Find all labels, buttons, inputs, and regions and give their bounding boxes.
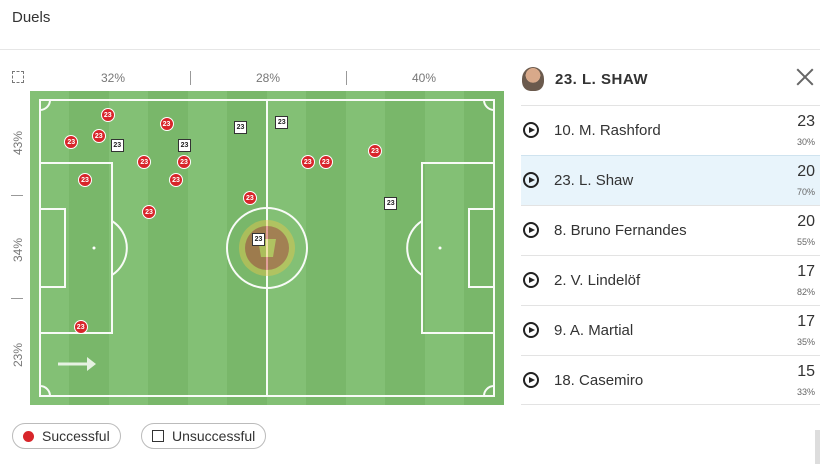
player-row[interactable]: 2. V. Lindelöf 17 82% xyxy=(521,255,820,305)
player-row-value: 23 xyxy=(797,113,815,130)
successful-duel-marker[interactable]: 23 xyxy=(168,172,183,187)
panel-title: Duels xyxy=(12,9,51,26)
player-row-value: 15 xyxy=(797,363,815,380)
grass-stripe xyxy=(346,91,385,405)
expand-icon[interactable] xyxy=(12,71,24,83)
successful-duel-marker[interactable]: 23 xyxy=(91,128,106,143)
player-avatar-icon xyxy=(522,67,544,91)
row-percent-top: 43% xyxy=(11,130,25,155)
unsuccessful-duel-marker[interactable]: 23 xyxy=(233,121,247,135)
row-tick xyxy=(11,195,23,196)
player-row-name: 9. A. Martial xyxy=(554,322,634,339)
pitch-lines xyxy=(39,99,495,397)
successful-duel-marker[interactable]: 23 xyxy=(242,191,257,206)
column-percent-middle: 28% xyxy=(255,71,281,85)
legend-unsuccessful-label: Unsuccessful xyxy=(172,428,256,444)
grass-stripe xyxy=(267,91,306,405)
player-row-percent: 33% xyxy=(796,387,815,397)
player-row-name: 18. Casemiro xyxy=(554,372,644,389)
unsuccessful-duel-marker[interactable]: 23 xyxy=(251,232,265,246)
player-row-value: 17 xyxy=(797,313,815,330)
successful-duel-marker[interactable]: 23 xyxy=(100,107,115,122)
successful-duel-marker[interactable]: 23 xyxy=(137,154,152,169)
attack-direction-arrow-icon xyxy=(58,357,96,371)
player-row-value: 20 xyxy=(797,213,815,230)
player-row[interactable]: 9. A. Martial 17 35% xyxy=(521,305,820,355)
play-icon[interactable] xyxy=(523,122,539,138)
row-percent-middle: 34% xyxy=(11,237,25,262)
player-header: 23. L. SHAW xyxy=(521,62,820,106)
player-row[interactable]: 8. Bruno Fernandes 20 55% xyxy=(521,205,820,255)
grass-stripe xyxy=(30,91,69,405)
successful-duel-marker[interactable]: 23 xyxy=(318,154,333,169)
legend-successful-label: Successful xyxy=(42,428,110,444)
successful-duel-marker[interactable]: 23 xyxy=(77,172,92,187)
player-row-percent: 35% xyxy=(796,337,815,347)
column-tick xyxy=(346,71,347,85)
legend-successful-toggle[interactable]: Successful xyxy=(12,423,121,449)
player-row-selected[interactable]: 23. L. Shaw 20 70% xyxy=(521,155,820,205)
unsuccessful-duel-marker[interactable]: 23 xyxy=(178,139,192,152)
player-row-value: 20 xyxy=(797,163,815,180)
successful-duel-marker[interactable]: 23 xyxy=(73,320,88,335)
play-icon[interactable] xyxy=(523,322,539,338)
player-row[interactable]: 10. M. Rashford 23 30% xyxy=(521,105,820,155)
player-row-value: 17 xyxy=(797,263,815,280)
club-crest-icon xyxy=(239,220,295,276)
player-row-percent: 55% xyxy=(796,237,815,247)
player-row-percent: 30% xyxy=(796,137,815,147)
successful-dot-icon xyxy=(23,430,34,442)
player-row-percent: 82% xyxy=(796,287,815,297)
unsuccessful-duel-marker[interactable]: 23 xyxy=(275,116,289,130)
player-list: 10. M. Rashford 23 30% 23. L. Shaw 20 70… xyxy=(521,105,820,405)
column-percent-right: 40% xyxy=(411,71,437,85)
player-row-name: 23. L. Shaw xyxy=(554,172,634,189)
play-icon[interactable] xyxy=(523,172,539,188)
column-percent-left: 32% xyxy=(100,71,126,85)
play-icon[interactable] xyxy=(523,222,539,238)
successful-duel-marker[interactable]: 23 xyxy=(159,116,174,131)
player-row-name: 2. V. Lindelöf xyxy=(554,272,641,289)
player-row-name: 10. M. Rashford xyxy=(554,122,661,139)
column-tick xyxy=(190,71,191,85)
player-name: 23. L. SHAW xyxy=(555,71,649,88)
unsuccessful-duel-marker[interactable]: 23 xyxy=(384,197,398,211)
player-row-percent: 70% xyxy=(796,187,815,197)
divider xyxy=(0,49,820,50)
player-row[interactable]: 18. Casemiro 15 33% xyxy=(521,355,820,405)
successful-duel-marker[interactable]: 23 xyxy=(368,143,383,158)
close-icon[interactable] xyxy=(794,66,816,88)
play-icon[interactable] xyxy=(523,372,539,388)
successful-duel-marker[interactable]: 23 xyxy=(300,154,315,169)
unsuccessful-square-icon xyxy=(152,430,164,442)
grass-stripe xyxy=(188,91,227,405)
row-tick xyxy=(11,298,23,299)
player-row-name: 8. Bruno Fernandes xyxy=(554,222,687,239)
legend-unsuccessful-toggle[interactable]: Unsuccessful xyxy=(141,423,267,449)
grass-stripe xyxy=(425,91,464,405)
pitch: 23 23 23 23 23 23 23 23 23 23 23 23 23 23 23 23 23 23 23 23 xyxy=(30,91,504,405)
successful-duel-marker[interactable]: 23 xyxy=(177,154,192,169)
successful-duel-marker[interactable]: 23 xyxy=(64,134,79,149)
unsuccessful-duel-marker[interactable]: 23 xyxy=(110,139,124,152)
successful-duel-marker[interactable]: 23 xyxy=(141,204,156,219)
row-percent-bottom: 23% xyxy=(11,342,25,367)
scrollbar[interactable] xyxy=(815,430,820,464)
play-icon[interactable] xyxy=(523,272,539,288)
